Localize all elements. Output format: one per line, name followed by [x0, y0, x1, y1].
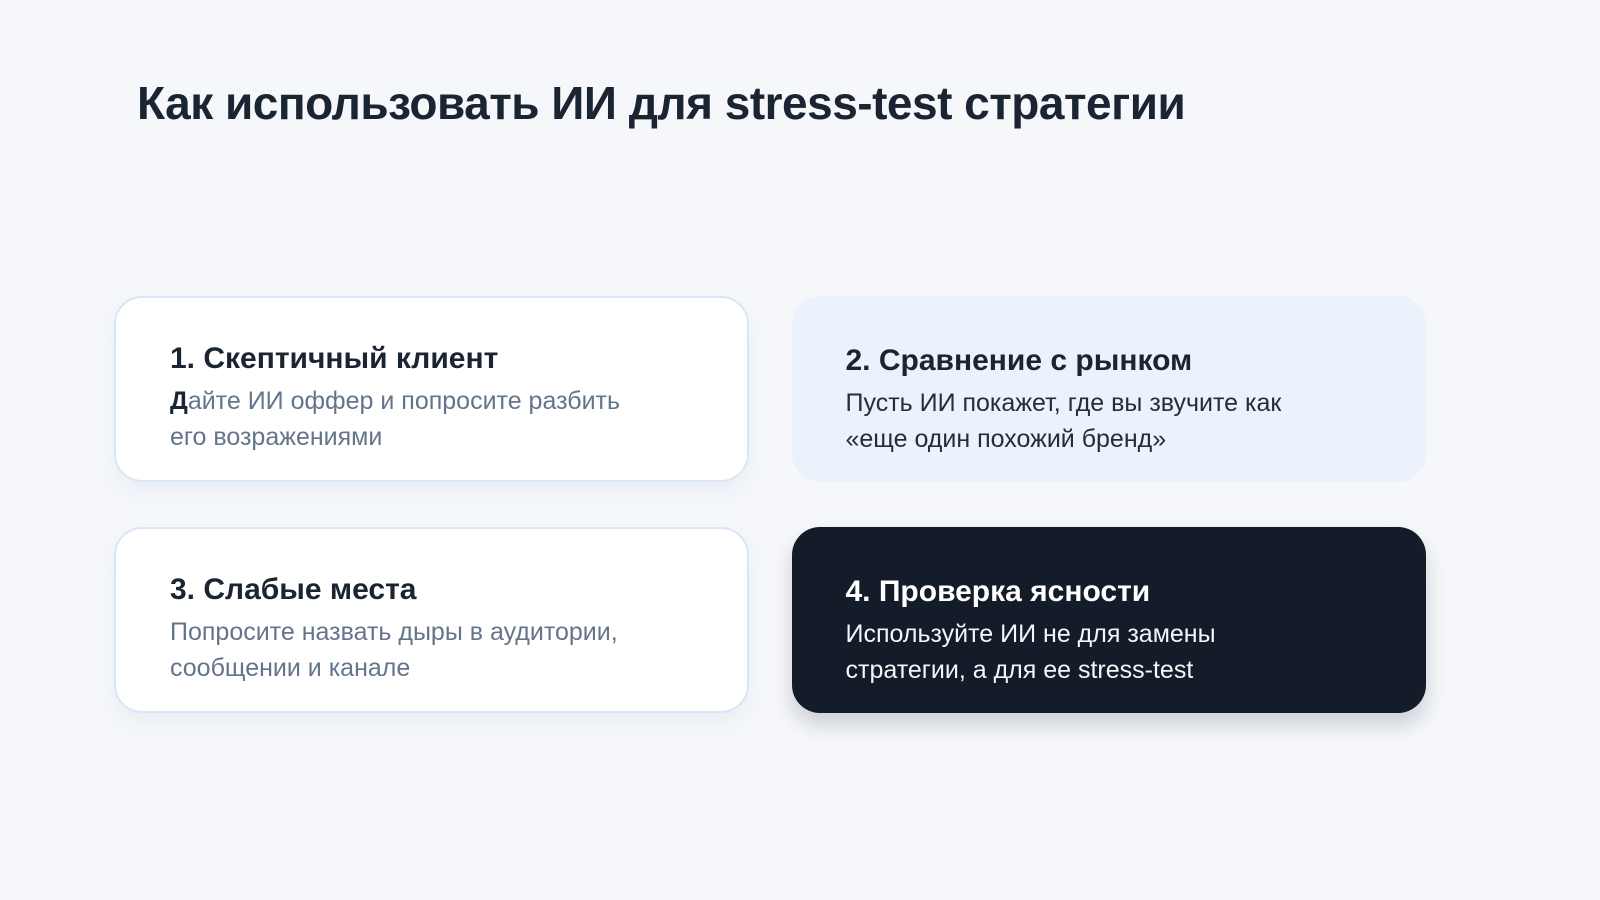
- card-description-lead: Д: [170, 387, 188, 415]
- card-description: Попросите назвать дыры в аудитории, сооб…: [170, 614, 693, 686]
- card-description: Используйте ИИ не для замены стратегии, …: [846, 616, 1373, 688]
- card-weak-spots: 3. Слабые места Попросите назвать дыры в…: [114, 527, 749, 713]
- card-description-rest: айте ИИ оффер и попросите разбить его во…: [170, 387, 621, 451]
- card-clarity-check: 4. Проверка ясности Используйте ИИ не дл…: [791, 527, 1426, 713]
- card-description: Пусть ИИ покажет, где вы звучите как «ещ…: [846, 385, 1373, 457]
- page-title: Как использовать ИИ для stress-test стра…: [137, 77, 1186, 129]
- card-title: 3. Слабые места: [170, 573, 417, 606]
- card-description-rest: Пусть ИИ покажет, где вы звучите как «ещ…: [845, 389, 1282, 453]
- card-description-rest: Попросите назвать дыры в аудитории, сооб…: [170, 618, 618, 682]
- cards-grid: 1. Скептичный клиент Дайте ИИ оффер и по…: [114, 296, 1426, 713]
- card-title: 2. Сравнение с рынком: [845, 344, 1193, 377]
- card-description-rest: Используйте ИИ не для замены стратегии, …: [845, 620, 1216, 684]
- card-title: 4. Проверка ясности: [845, 575, 1151, 608]
- card-description: Дайте ИИ оффер и попросите разбить его в…: [170, 383, 693, 455]
- card-market-comparison: 2. Сравнение с рынком Пусть ИИ покажет, …: [791, 296, 1426, 482]
- card-skeptical-client: 1. Скептичный клиент Дайте ИИ оффер и по…: [114, 296, 749, 482]
- card-title: 1. Скептичный клиент: [170, 342, 499, 375]
